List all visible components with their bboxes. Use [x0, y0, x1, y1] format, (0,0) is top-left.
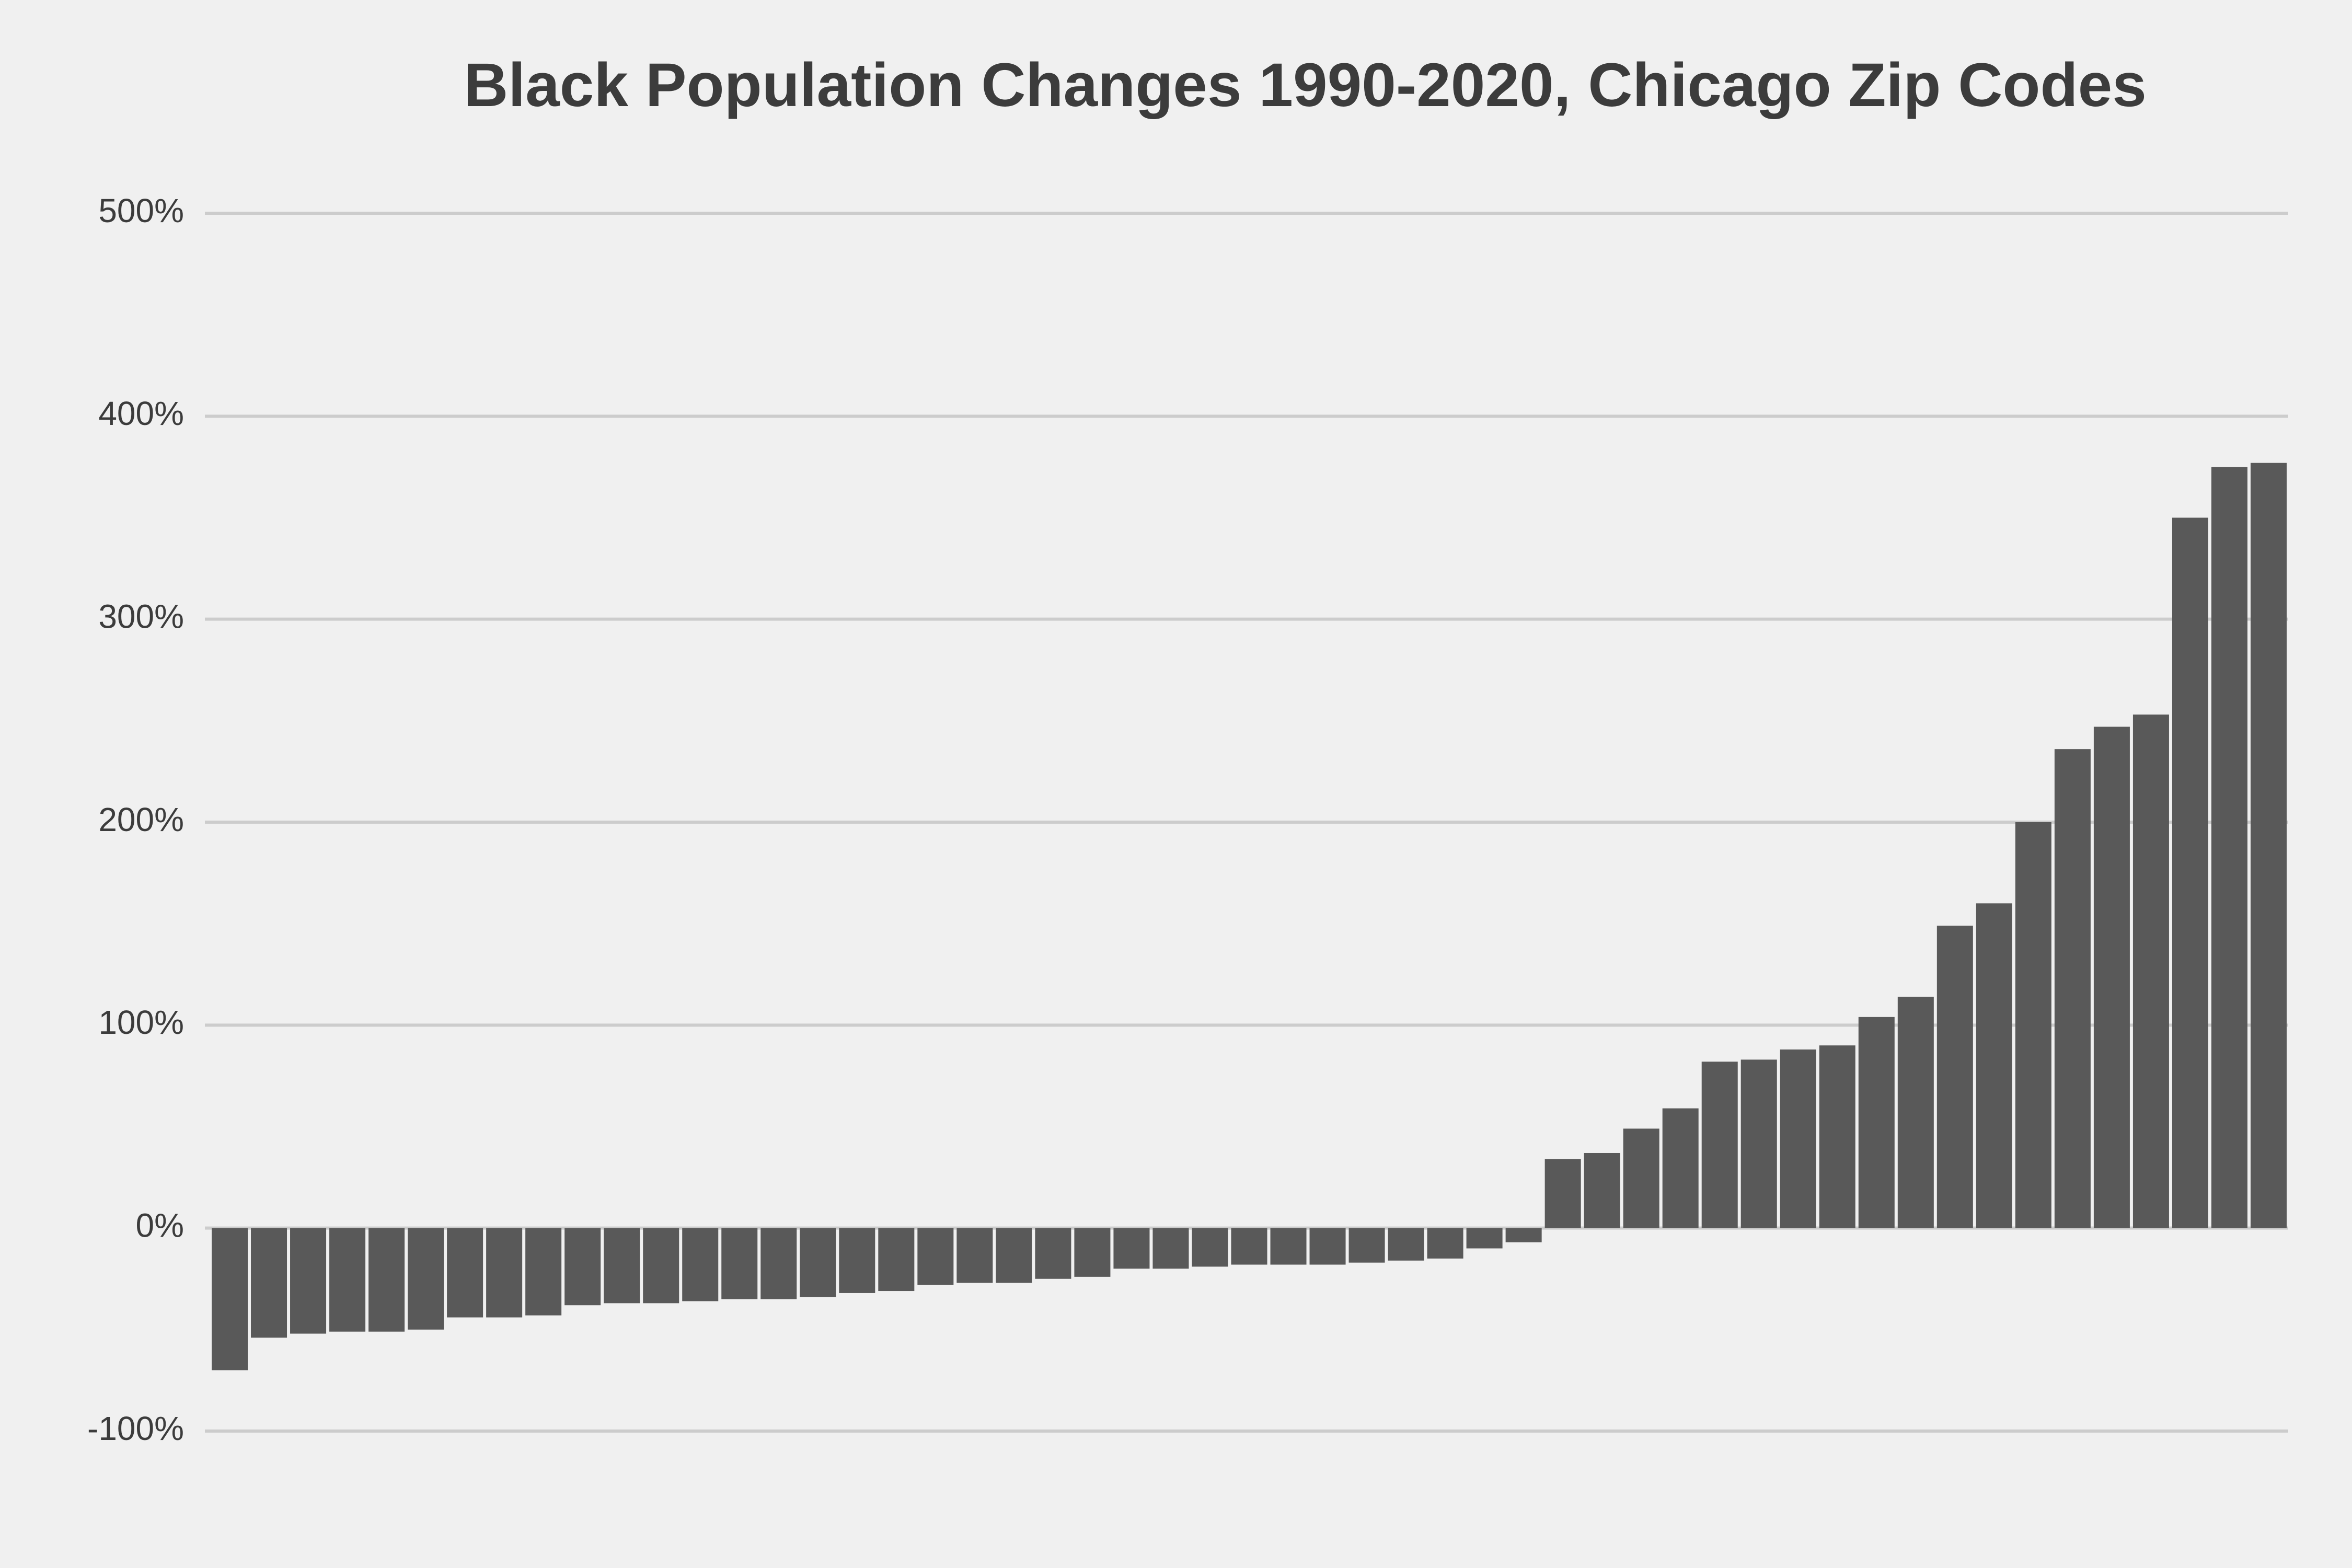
bar	[329, 1228, 366, 1332]
bar	[1544, 1159, 1581, 1228]
bar	[643, 1228, 679, 1304]
bar	[212, 1228, 248, 1370]
bar	[1231, 1228, 1267, 1265]
bar	[1427, 1228, 1463, 1259]
bar	[1936, 926, 1973, 1228]
bar	[1074, 1228, 1111, 1277]
bar	[525, 1228, 562, 1316]
bar	[486, 1228, 523, 1318]
bar	[2015, 822, 2051, 1228]
bar	[1623, 1128, 1659, 1228]
y-tick-label: 0%	[136, 1207, 185, 1244]
y-tick-label: -100%	[87, 1410, 184, 1447]
y-tick-label: 200%	[98, 801, 184, 838]
bar	[447, 1228, 483, 1318]
y-tick-label: 400%	[98, 395, 184, 432]
bar	[1035, 1228, 1071, 1279]
bar	[682, 1228, 719, 1301]
bar	[368, 1228, 405, 1332]
bar	[760, 1228, 797, 1299]
bar	[721, 1228, 758, 1299]
bar	[2093, 727, 2130, 1228]
bar	[1348, 1228, 1385, 1263]
bar	[956, 1228, 993, 1283]
bar	[1780, 1049, 1816, 1228]
chart-title: Black Population Changes 1990-2020, Chic…	[464, 51, 2147, 120]
bar	[1270, 1228, 1307, 1265]
bar	[2132, 714, 2169, 1228]
bar	[1152, 1228, 1189, 1269]
bar	[251, 1228, 287, 1338]
bar	[1192, 1228, 1228, 1267]
bar	[1309, 1228, 1346, 1265]
bar	[1388, 1228, 1424, 1261]
bar	[917, 1228, 954, 1285]
bar	[604, 1228, 640, 1304]
bar	[1858, 1017, 1895, 1228]
bar	[408, 1228, 444, 1330]
bar	[2172, 517, 2208, 1228]
bar	[2211, 467, 2247, 1228]
bar	[2054, 749, 2091, 1228]
y-tick-label: 500%	[98, 192, 184, 229]
bar	[839, 1228, 875, 1293]
bar	[1662, 1108, 1699, 1228]
bar	[800, 1228, 836, 1297]
bar	[1740, 1059, 1777, 1228]
y-tick-label: 300%	[98, 598, 184, 636]
y-tick-label: 100%	[98, 1004, 184, 1041]
bar	[1701, 1062, 1738, 1228]
bar	[1113, 1228, 1150, 1269]
bar	[564, 1228, 601, 1306]
bar	[1505, 1228, 1542, 1242]
bar	[1897, 996, 1934, 1228]
bar	[878, 1228, 915, 1292]
bar	[996, 1228, 1032, 1283]
bar	[1584, 1152, 1620, 1228]
bar	[1466, 1228, 1503, 1249]
bar	[290, 1228, 327, 1334]
bar	[1976, 903, 2012, 1228]
bar	[2250, 463, 2287, 1228]
bar	[1819, 1045, 1855, 1228]
